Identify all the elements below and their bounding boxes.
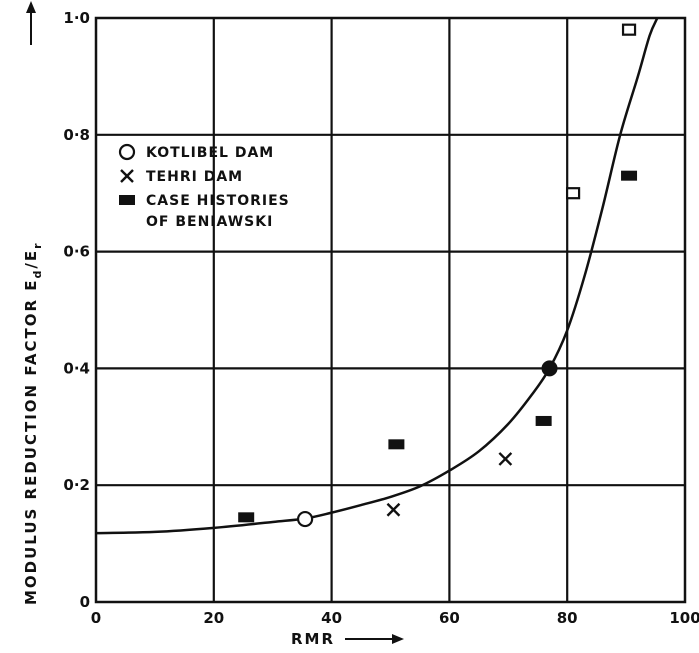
x-tick-label: 0 xyxy=(91,609,101,627)
x-axis-label-group: RMR xyxy=(291,630,404,648)
open-square-marker xyxy=(565,187,581,200)
x-tick-label: 80 xyxy=(557,609,578,627)
legend-item: CASE HISTORIES OF BENIAWSKI xyxy=(119,193,290,230)
grid-lines xyxy=(96,18,685,602)
legend-label: CASE HISTORIES xyxy=(146,193,290,209)
y-tick-label: 1·0 xyxy=(63,9,90,27)
filled-rect-marker xyxy=(535,415,552,426)
x-tick-label: 60 xyxy=(439,609,460,627)
filled-rect-marker xyxy=(621,170,638,181)
legend-item: TEHRI DAM xyxy=(120,169,243,185)
open-circle-marker xyxy=(296,510,314,528)
y-axis-label-group: MODULUS REDUCTION FACTOR Ed/Er xyxy=(22,1,44,605)
open-square-marker xyxy=(621,23,637,36)
x-tick-labels: 0 20 40 60 80 100 xyxy=(91,609,699,627)
x-axis-label: RMR xyxy=(291,630,335,648)
x-tick-label: 100 xyxy=(669,609,699,627)
legend-label: TEHRI DAM xyxy=(146,169,243,185)
y-tick-label: 0·4 xyxy=(63,359,90,377)
legend: KOTLIBEL DAM TEHRI DAM CASE HISTORIES OF BE… xyxy=(118,143,290,230)
y-axis-arrow-head xyxy=(26,1,36,13)
open-circle-marker xyxy=(118,143,136,161)
filled-rect-marker xyxy=(119,195,135,205)
x-tick-label: 20 xyxy=(203,609,224,627)
y-tick-label: 0·2 xyxy=(63,476,90,494)
cross-marker xyxy=(498,452,513,466)
filled-rect-marker xyxy=(388,439,405,450)
legend-item: KOTLIBEL DAM xyxy=(118,143,274,161)
y-tick-label: 0·8 xyxy=(63,126,90,144)
cross-marker xyxy=(120,169,134,183)
y-axis-label: MODULUS REDUCTION FACTOR Ed/Er xyxy=(22,241,44,605)
y-tick-labels: 0 0·2 0·4 0·6 0·8 1·0 xyxy=(63,9,90,611)
filled-circle-marker xyxy=(541,360,558,377)
filled-rect-marker xyxy=(238,512,255,523)
fit-curve xyxy=(95,17,659,535)
x-axis-arrow-head xyxy=(392,634,404,644)
y-tick-label: 0·6 xyxy=(63,243,90,261)
data-points xyxy=(238,23,638,528)
legend-label: KOTLIBEL DAM xyxy=(146,145,274,161)
y-tick-label: 0 xyxy=(80,593,90,611)
plot-frame xyxy=(94,16,687,604)
legend-label: OF BENIAWSKI xyxy=(146,214,273,230)
x-tick-label: 40 xyxy=(321,609,342,627)
cross-marker xyxy=(386,502,401,517)
